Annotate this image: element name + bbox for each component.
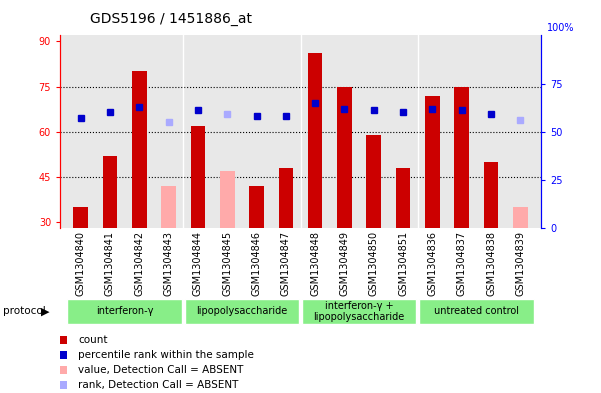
Text: interferon-γ: interferon-γ (96, 307, 153, 316)
Text: rank, Detection Call = ABSENT: rank, Detection Call = ABSENT (78, 380, 239, 390)
Text: count: count (78, 335, 108, 345)
Bar (161, 186, 176, 228)
Text: interferon-γ +
lipopolysaccharide: interferon-γ + lipopolysaccharide (314, 301, 404, 322)
Bar (425, 95, 440, 228)
Bar (132, 72, 147, 228)
Text: ▶: ▶ (41, 307, 49, 316)
Bar (396, 168, 410, 228)
Text: lipopolysaccharide: lipopolysaccharide (197, 307, 287, 316)
Bar (249, 186, 264, 228)
Bar (191, 126, 205, 228)
Text: GDS5196 / 1451886_at: GDS5196 / 1451886_at (90, 12, 252, 26)
Text: protocol: protocol (3, 307, 46, 316)
Bar (308, 53, 323, 228)
Bar (73, 207, 88, 228)
Bar (367, 135, 381, 228)
Text: percentile rank within the sample: percentile rank within the sample (78, 350, 254, 360)
Text: untreated control: untreated control (434, 307, 519, 316)
Bar (513, 207, 528, 228)
Bar (220, 171, 234, 228)
Bar (454, 86, 469, 228)
Bar (278, 168, 293, 228)
Text: 100%: 100% (547, 24, 575, 33)
Text: value, Detection Call = ABSENT: value, Detection Call = ABSENT (78, 365, 243, 375)
Bar (103, 156, 117, 228)
Bar (484, 162, 498, 228)
Bar (337, 86, 352, 228)
